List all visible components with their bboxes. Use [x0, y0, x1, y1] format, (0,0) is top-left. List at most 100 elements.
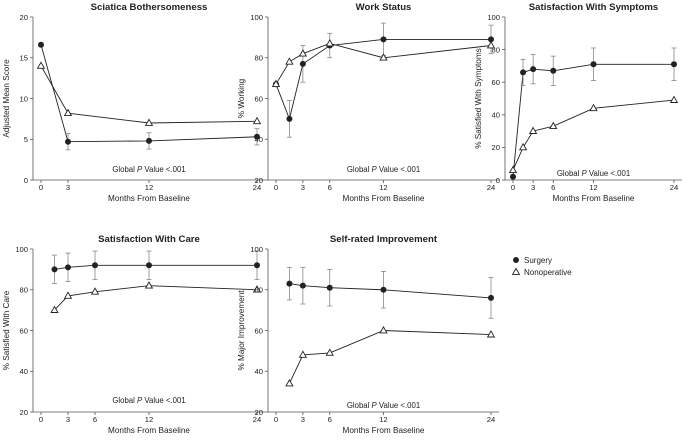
y-tick-label: 20	[255, 176, 263, 185]
data-point-surgery	[65, 264, 71, 271]
data-point-surgery	[488, 36, 494, 43]
y-tick-label: 80	[492, 45, 500, 54]
p-value-prefix: Global	[112, 396, 137, 405]
x-tick-label: 0	[511, 183, 515, 192]
y-tick-label: 100	[250, 245, 263, 254]
data-point-surgery	[550, 67, 557, 74]
series-nonoperative	[285, 325, 496, 387]
legend-marker-triangle	[511, 267, 521, 275]
panel-title: Satisfaction With Care	[98, 234, 200, 245]
series-surgery	[273, 22, 494, 138]
data-point-nonoperative	[63, 108, 73, 117]
x-tick-label: 3	[301, 183, 305, 192]
series-surgery	[38, 41, 260, 151]
y-axis-label: % Working	[237, 78, 246, 118]
data-point-surgery	[530, 66, 537, 73]
p-value-symbol: P	[372, 401, 378, 410]
y-tick-label: 60	[255, 326, 263, 335]
data-point-nonoperative	[325, 348, 334, 356]
data-point-surgery	[51, 266, 58, 273]
y-tick-label: 40	[255, 367, 263, 376]
x-tick-label: 3	[66, 415, 70, 424]
data-point-nonoperative	[508, 165, 518, 174]
p-value-symbol: P	[137, 165, 143, 174]
p-value-annotation: Global P Value <.001	[112, 396, 185, 405]
x-tick-label: 6	[551, 183, 555, 192]
x-tick-label: 12	[145, 415, 153, 424]
x-tick-label: 6	[328, 183, 332, 192]
legend-label: Nonoperative	[524, 268, 572, 277]
x-tick-label: 6	[328, 415, 332, 424]
legend: Surgery Nonoperative	[511, 256, 572, 277]
x-axis-label: Months From Baseline	[343, 426, 425, 435]
p-value-suffix: Value <.001	[587, 169, 630, 178]
data-point-nonoperative	[285, 57, 294, 65]
data-point-nonoperative	[486, 40, 496, 49]
y-tick-label: 60	[255, 94, 263, 103]
y-tick-label: 80	[20, 286, 28, 295]
data-point-nonoperative	[298, 49, 308, 57]
series-line	[512, 99, 675, 171]
data-point-nonoperative	[63, 291, 73, 299]
data-point-surgery	[146, 137, 152, 144]
data-point-nonoperative	[379, 325, 388, 334]
y-tick-label: 20	[20, 13, 28, 22]
data-point-nonoperative	[285, 378, 294, 387]
data-point-surgery	[488, 294, 494, 301]
data-point-surgery	[38, 41, 44, 48]
x-axis-label: Months From Baseline	[108, 194, 190, 203]
data-point-surgery	[326, 284, 333, 291]
panel-1: Sciatica Bothersomeness 0 5 10 15 20 0 3 12 24 Mon…	[2, 2, 265, 203]
panel-title: Work Status	[356, 2, 412, 13]
data-point-surgery	[510, 173, 516, 180]
data-point-nonoperative	[518, 142, 528, 151]
p-value-suffix: Value <.001	[142, 396, 185, 405]
x-axis-label: Months From Baseline	[343, 194, 425, 203]
y-tick-label: 0	[24, 176, 28, 185]
y-tick-label: 15	[20, 54, 28, 63]
data-point-surgery	[590, 61, 597, 68]
series-nonoperative	[50, 281, 262, 313]
p-value-annotation: Global P Value <.001	[112, 165, 185, 174]
data-point-surgery	[254, 262, 260, 269]
series-line	[54, 285, 258, 311]
x-axis-label: Months From Baseline	[108, 426, 190, 435]
p-value-annotation: Global P Value <.001	[347, 165, 420, 174]
x-tick-label: 0	[274, 183, 278, 192]
x-tick-label: 12	[589, 183, 597, 192]
p-value-prefix: Global	[112, 165, 137, 174]
data-point-surgery	[286, 115, 293, 122]
p-value-symbol: P	[372, 165, 378, 174]
data-point-surgery	[520, 69, 527, 76]
y-tick-label: 80	[255, 286, 263, 295]
series-surgery	[510, 47, 677, 180]
data-point-nonoperative	[486, 330, 496, 338]
data-point-nonoperative	[144, 281, 154, 289]
panel-3: Satisfaction With Symptoms 0 20 40 60 80 100 0 3…	[474, 2, 682, 203]
y-axis-label: % Satisfied With Care	[2, 290, 11, 370]
data-point-nonoperative	[528, 126, 538, 134]
x-tick-label: 0	[39, 415, 43, 424]
series-surgery	[51, 250, 260, 285]
y-tick-label: 5	[24, 135, 28, 144]
series-line	[275, 38, 491, 121]
y-tick-label: 40	[20, 367, 28, 376]
y-tick-label: 60	[20, 326, 28, 335]
p-value-suffix: Value <.001	[377, 401, 420, 410]
y-tick-label: 20	[255, 408, 263, 417]
series-nonoperative	[36, 61, 262, 126]
data-point-surgery	[299, 282, 306, 289]
y-axis-label: Adjusted Mean Score	[2, 59, 11, 138]
panel-5: Self-rated Improvement 20 40 60 80 100 0 3 6 12 24…	[237, 234, 499, 435]
p-value-annotation: Global P Value <.001	[347, 401, 420, 410]
data-point-surgery	[254, 133, 260, 140]
series-line	[288, 330, 492, 384]
panel-title: Sciatica Bothersomeness	[91, 2, 208, 13]
data-point-nonoperative	[50, 305, 59, 313]
data-point-surgery	[380, 36, 387, 43]
x-tick-label: 12	[379, 183, 387, 192]
series-nonoperative	[508, 95, 679, 174]
y-tick-label: 40	[255, 135, 263, 144]
x-axis-label: Months From Baseline	[553, 194, 635, 203]
